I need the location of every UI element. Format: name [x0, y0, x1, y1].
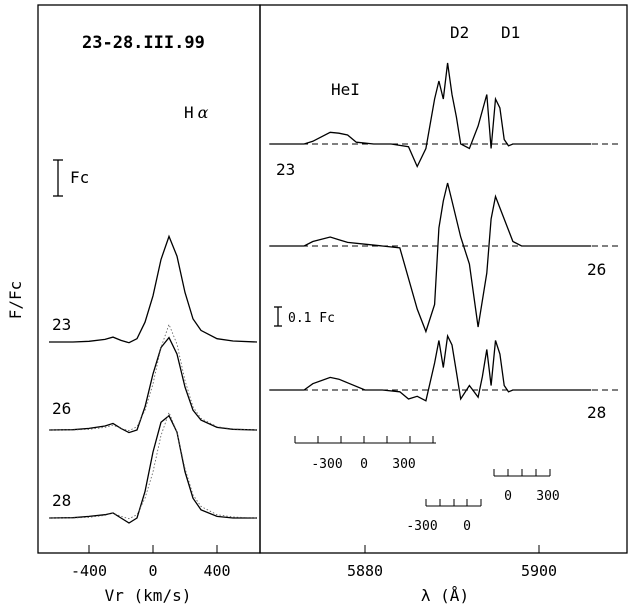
left-curves — [48, 234, 258, 524]
velocity-scale-label: 0 — [360, 457, 368, 472]
left-x-axis-label: Vr (km/s) — [105, 586, 192, 605]
right-x-axis-label: λ (Å) — [421, 586, 469, 605]
right-series-label-28: 28 — [587, 403, 606, 422]
right-series-label-23: 23 — [276, 160, 295, 179]
d1-label: D1 — [501, 23, 520, 42]
velocity-scale-d2: -300 0 — [406, 499, 482, 534]
velocity-scale-hei: -300 0 300 — [294, 436, 436, 472]
left-x-tick-label: -400 — [71, 562, 107, 580]
nad-spectrum-23 — [269, 62, 592, 169]
velocity-scale-d1: 0 300 — [493, 469, 560, 504]
right-x-tick-label: 5900 — [521, 562, 557, 580]
left-series-label-23: 23 — [52, 315, 71, 334]
left-x-tick-label: 0 — [148, 562, 157, 580]
velocity-scale-label: 300 — [536, 489, 559, 504]
velocity-scale-label: 300 — [392, 457, 415, 472]
velocity-scale-label: -300 — [406, 519, 437, 534]
left-series-label-26: 26 — [52, 399, 71, 418]
halpha-reference-profile-26 — [49, 323, 258, 432]
halpha-reference-profile-28 — [49, 411, 258, 520]
halpha-profile-26 — [48, 336, 258, 434]
d2-label: D2 — [450, 23, 469, 42]
y-axis-label: F/Fc — [6, 281, 25, 320]
left-x-ticks: -400 0 400 — [71, 545, 231, 580]
right-x-tick-label: 5880 — [347, 562, 383, 580]
left-panel-title: 23-28.III.99 — [82, 33, 205, 53]
right-scale-bar-label: 0.1 Fc — [288, 311, 335, 326]
fc-scale-bar-label: Fc — [70, 168, 89, 187]
nad-spectrum-26 — [269, 182, 592, 334]
left-x-tick-label: 400 — [203, 562, 230, 580]
velocity-scale-label: -300 — [311, 457, 342, 472]
halpha-profile-23 — [49, 234, 258, 344]
right-curves — [269, 62, 622, 402]
right-x-ticks: 5880 5900 — [347, 545, 557, 580]
velocity-scale-label: 0 — [463, 519, 471, 534]
right-series-label-26: 26 — [587, 260, 606, 279]
left-series-label-28: 28 — [52, 491, 71, 510]
right-panel-frame — [259, 4, 628, 554]
hei-label: HeI — [331, 80, 360, 99]
nad-spectrum-28 — [269, 333, 592, 402]
halpha-profile-28 — [48, 414, 257, 524]
velocity-scale-label: 0 — [504, 489, 512, 504]
